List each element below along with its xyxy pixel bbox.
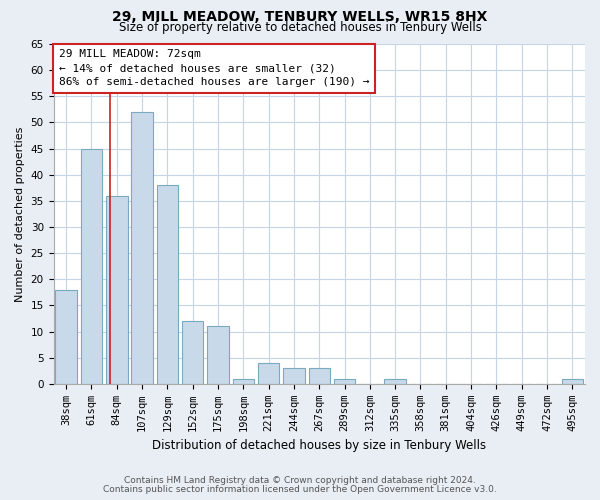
Bar [182, 321, 203, 384]
Bar [562, 378, 583, 384]
Text: 29, MILL MEADOW, TENBURY WELLS, WR15 8HX: 29, MILL MEADOW, TENBURY WELLS, WR15 8HX [112, 10, 488, 24]
Text: 29 MILL MEADOW: 72sqm
← 14% of detached houses are smaller (32)
86% of semi-deta: 29 MILL MEADOW: 72sqm ← 14% of detached … [59, 49, 370, 87]
Bar [55, 290, 77, 384]
Text: Size of property relative to detached houses in Tenbury Wells: Size of property relative to detached ho… [119, 21, 481, 34]
Text: Contains HM Land Registry data © Crown copyright and database right 2024.: Contains HM Land Registry data © Crown c… [124, 476, 476, 485]
Bar [106, 196, 128, 384]
Bar [308, 368, 330, 384]
Bar [258, 363, 280, 384]
Text: Contains public sector information licensed under the Open Government Licence v3: Contains public sector information licen… [103, 485, 497, 494]
Bar [131, 112, 153, 384]
Bar [283, 368, 305, 384]
X-axis label: Distribution of detached houses by size in Tenbury Wells: Distribution of detached houses by size … [152, 440, 487, 452]
Bar [207, 326, 229, 384]
Bar [233, 378, 254, 384]
Bar [81, 148, 102, 384]
Bar [334, 378, 355, 384]
Bar [157, 185, 178, 384]
Y-axis label: Number of detached properties: Number of detached properties [15, 126, 25, 302]
Bar [385, 378, 406, 384]
